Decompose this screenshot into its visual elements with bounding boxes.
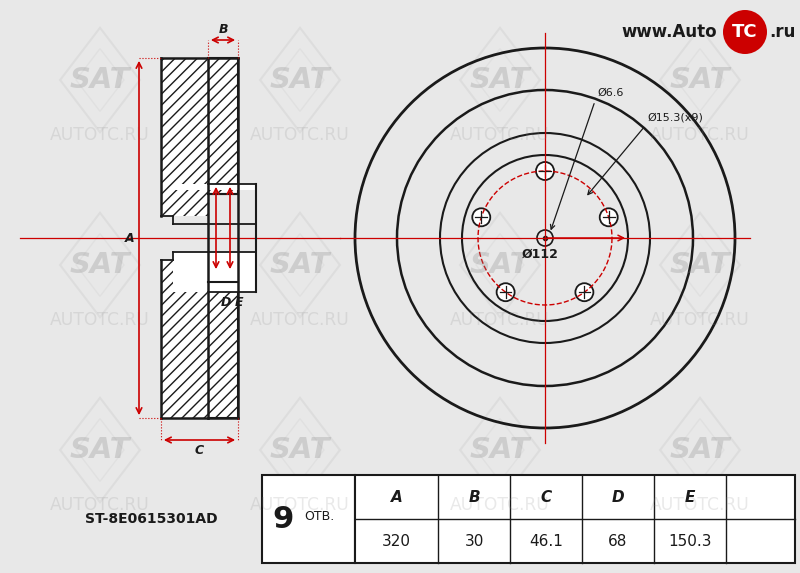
Text: ST-8E0615301AD: ST-8E0615301AD [85, 512, 218, 526]
Text: AUTOTC.RU: AUTOTC.RU [250, 311, 350, 329]
Text: C: C [540, 489, 552, 504]
Bar [355, 475, 795, 563]
Text: D: D [221, 296, 231, 308]
Text: SAT: SAT [670, 436, 730, 464]
Text: www.Auto: www.Auto [622, 23, 717, 41]
Text: AUTOTC.RU: AUTOTC.RU [450, 311, 550, 329]
Circle shape [497, 283, 514, 301]
Text: 30: 30 [464, 533, 484, 548]
Text: SAT: SAT [70, 436, 130, 464]
Text: B: B [468, 489, 480, 504]
Text: A: A [390, 489, 402, 504]
Text: Ø112: Ø112 [522, 248, 558, 261]
Circle shape [600, 209, 618, 226]
Text: E: E [685, 489, 695, 504]
Text: .ru: .ru [769, 23, 795, 41]
Text: Ø6.6: Ø6.6 [597, 88, 623, 98]
Text: SAT: SAT [470, 251, 530, 279]
Text: AUTOTC.RU: AUTOTC.RU [450, 496, 550, 514]
Bar [161, 260, 208, 418]
Text: 68: 68 [608, 533, 628, 548]
Text: AUTOTC.RU: AUTOTC.RU [250, 126, 350, 144]
Text: B: B [218, 23, 228, 36]
Text: 150.3: 150.3 [668, 533, 712, 548]
Text: SAT: SAT [270, 251, 330, 279]
Text: SAT: SAT [270, 66, 330, 94]
Text: SAT: SAT [270, 436, 330, 464]
Text: SAT: SAT [70, 251, 130, 279]
Bar [173, 252, 256, 292]
Text: 46.1: 46.1 [529, 533, 563, 548]
Text: ОТВ.: ОТВ. [304, 511, 334, 524]
Text: AUTOTC.RU: AUTOTC.RU [50, 496, 150, 514]
Text: C: C [195, 444, 204, 457]
Text: E: E [235, 296, 243, 308]
Text: AUTOTC.RU: AUTOTC.RU [650, 126, 750, 144]
Text: AUTOTC.RU: AUTOTC.RU [650, 496, 750, 514]
Bar [161, 58, 208, 216]
Text: SAT: SAT [670, 66, 730, 94]
Text: SAT: SAT [470, 436, 530, 464]
Circle shape [472, 209, 490, 226]
Text: A: A [124, 231, 134, 245]
Bar [262, 475, 355, 563]
Text: AUTOTC.RU: AUTOTC.RU [50, 126, 150, 144]
Circle shape [536, 162, 554, 180]
Text: Ø15.3(x9): Ø15.3(x9) [647, 113, 703, 123]
Circle shape [575, 283, 594, 301]
Bar [208, 282, 238, 418]
Text: AUTOTC.RU: AUTOTC.RU [650, 311, 750, 329]
Bar [208, 58, 238, 194]
Bar [173, 184, 256, 190]
Text: AUTOTC.RU: AUTOTC.RU [250, 496, 350, 514]
Text: SAT: SAT [470, 66, 530, 94]
Text: TC: TC [732, 23, 758, 41]
Text: SAT: SAT [670, 251, 730, 279]
Text: AUTOTC.RU: AUTOTC.RU [50, 311, 150, 329]
Text: 9: 9 [272, 504, 294, 533]
Circle shape [723, 10, 767, 54]
Text: SAT: SAT [70, 66, 130, 94]
Text: 320: 320 [382, 533, 411, 548]
Text: AUTOTC.RU: AUTOTC.RU [450, 126, 550, 144]
Text: D: D [612, 489, 624, 504]
